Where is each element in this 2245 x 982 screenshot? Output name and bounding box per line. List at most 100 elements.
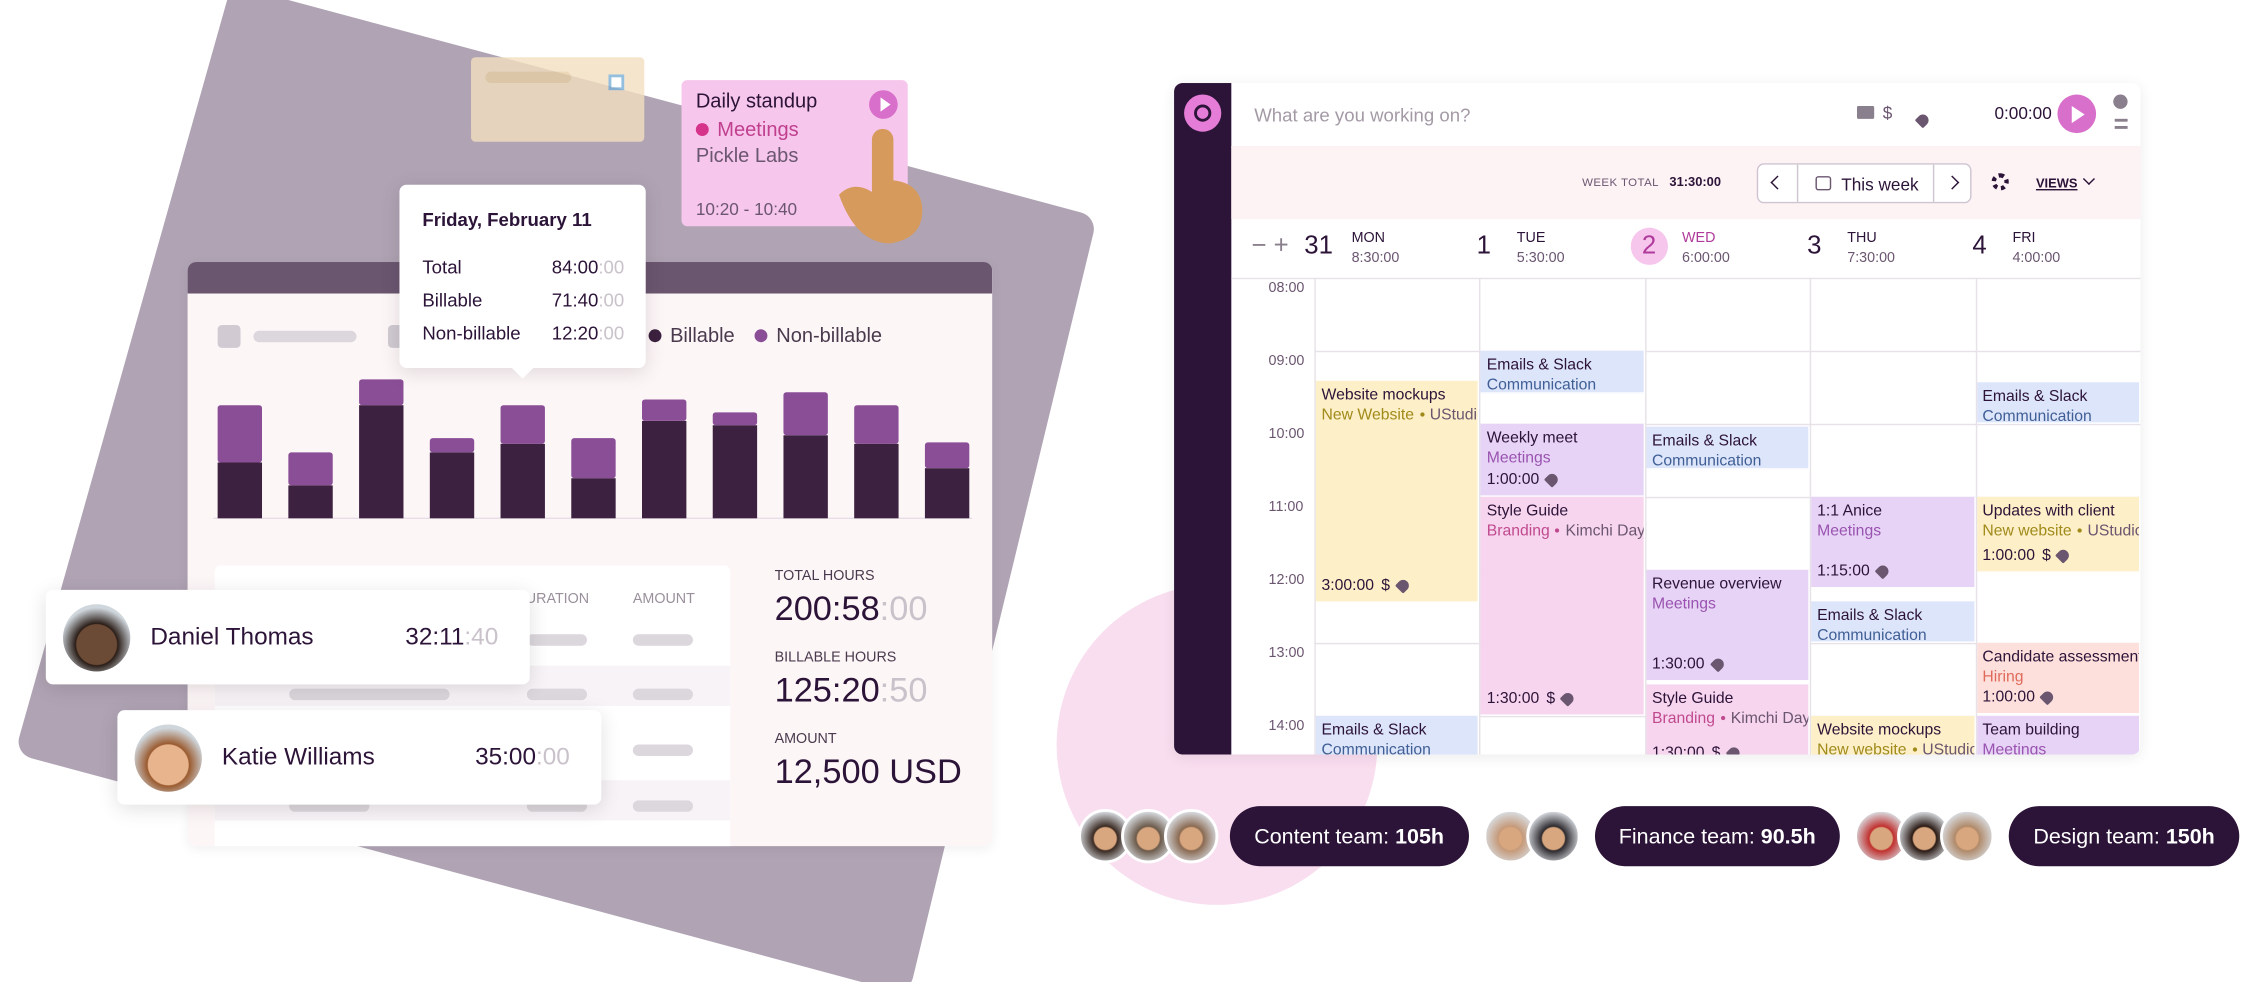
bar-segment xyxy=(783,392,828,436)
stat-main: 12,500 USD xyxy=(774,753,962,792)
column-line xyxy=(1644,277,1647,755)
event-project: Communication xyxy=(1817,626,1968,641)
project-name: Meetings xyxy=(1982,741,2047,755)
event-project: New website UStudio xyxy=(1982,521,2139,541)
person-time: 35:00:00 xyxy=(475,743,570,772)
legend-swatch xyxy=(754,328,768,342)
avatar xyxy=(1164,808,1219,864)
event[interactable]: Updates with client New website UStudio 1:0… xyxy=(1976,496,2141,573)
event-footer: 1:00:00 xyxy=(1982,687,2056,707)
row-label: Non-billable xyxy=(422,322,521,344)
column-line xyxy=(1810,277,1812,755)
event-title: Emails & Slack xyxy=(1486,356,1592,374)
event-title: Candidate assessment xyxy=(1982,648,2141,666)
standup-project: Meetings xyxy=(695,117,799,140)
standup-card: Daily standup Meetings Pickle Labs 10:20… xyxy=(681,80,908,227)
settings-icon[interactable] xyxy=(1991,173,2009,191)
team-pill: Content team: 105h xyxy=(1229,806,1469,867)
tooltip-row: Total 84:00:00 xyxy=(422,256,624,289)
zoom-controls[interactable]: − + xyxy=(1251,230,1289,260)
project-name: Meetings xyxy=(1651,595,1716,613)
day-total: 4:00:00 xyxy=(2012,250,2061,267)
event-title: Website mockups xyxy=(1817,721,1942,739)
legend: Billable Non-billable xyxy=(648,323,882,347)
event[interactable]: Website mockups New website UStudio xyxy=(1811,715,1976,755)
separator-dot xyxy=(1419,411,1425,417)
tooltip-rows: Total 84:00:00 Billable 71:40:00 Non-billabl… xyxy=(422,256,624,355)
bar-segment xyxy=(642,420,687,519)
legend-label: Billable xyxy=(670,323,735,347)
calendar: What are you working on? $ 0:00:00 WEEK … xyxy=(1174,83,2141,755)
calendar-grid: 08:00 09:00 10:00 11:00 12:00 13:00 14:00 Websi… xyxy=(1231,277,2141,755)
event-title: Emails & Slack xyxy=(1321,721,1427,739)
event[interactable]: Emails & Slack Communication xyxy=(1480,350,1645,394)
billable-sign: $ xyxy=(1546,690,1556,708)
stat-main: 125:20 xyxy=(774,671,880,711)
event-title: Website mockups xyxy=(1321,386,1446,404)
event-title: Updates with client xyxy=(1982,502,2115,520)
event-project: Communication xyxy=(1487,375,1638,393)
tag-icon xyxy=(1544,471,1561,488)
time-seconds: :00 xyxy=(598,289,625,311)
bar-segment xyxy=(571,478,616,519)
team-pill: Finance team: 90.5h xyxy=(1594,806,1841,867)
event-footer: 1:15:00 xyxy=(1817,561,1891,581)
day-name: FRI xyxy=(2012,230,2036,247)
event[interactable]: Style Guide Branding Kimchi Days 1:30:00 $ xyxy=(1480,496,1645,716)
views-button[interactable]: VIEWS xyxy=(2035,176,2078,191)
event-project: Communication xyxy=(1322,740,1473,755)
play-button[interactable] xyxy=(869,90,898,119)
bar-segment xyxy=(500,443,545,519)
project-name: Hiring xyxy=(1982,668,2024,686)
event[interactable]: Emails & Slack Communication xyxy=(1646,426,1811,470)
event[interactable]: Revenue overview Meetings 1:30:00 xyxy=(1646,569,1811,682)
avatar xyxy=(1525,808,1581,864)
bar-segment xyxy=(217,405,263,463)
hour-line xyxy=(1314,496,2141,499)
event-title: Revenue overview xyxy=(1651,575,1782,593)
timer-input[interactable]: What are you working on? xyxy=(1254,104,1471,126)
row-time: 71:40:00 xyxy=(552,289,624,322)
event-duration: 1:00:00 xyxy=(1982,546,2035,565)
column-line xyxy=(1975,277,1977,755)
avatar-group xyxy=(1482,808,1581,864)
event-project: Meetings xyxy=(1652,594,1803,614)
stat-label: TOTAL HOURS xyxy=(774,568,875,585)
stat: AMOUNT 12,500 USD xyxy=(775,732,962,794)
event[interactable]: Website mockups New Website UStudio 3:00:00… xyxy=(1315,380,1480,603)
tooltip: Friday, February 11 Total 84:00:00 Billabl… xyxy=(399,184,646,379)
person-name: Daniel Thomas xyxy=(150,622,314,651)
event[interactable]: Emails & Slack Communication xyxy=(1976,382,2141,424)
row-label: Total xyxy=(422,256,462,278)
event-footer: 1:30:00 $ xyxy=(1487,689,1577,709)
stat-seconds: :00 xyxy=(879,589,928,629)
event[interactable]: Team building Meetings xyxy=(1976,715,2141,755)
event-duration: 1:30:00 xyxy=(1651,655,1705,673)
billable-sign: $ xyxy=(1711,744,1721,755)
bar-segment xyxy=(288,452,333,486)
event[interactable]: Candidate assessment Hiring 1:00:00 xyxy=(1976,642,2141,715)
bar-segment xyxy=(712,412,758,426)
avatar xyxy=(1940,808,1995,864)
event[interactable]: Emails & Slack Communication xyxy=(1811,601,1976,643)
hour-line xyxy=(1314,423,2141,426)
event-title: Style Guide xyxy=(1651,690,1734,708)
event[interactable]: 1:1 Anice Meetings 1:15:00 xyxy=(1811,496,1976,589)
stat-value: 12,500 USD xyxy=(775,753,962,793)
clock-icon[interactable] xyxy=(2113,94,2128,109)
day-date: 2 xyxy=(1641,230,1657,260)
folder-icon[interactable] xyxy=(1856,105,1875,119)
event[interactable]: Style Guide Branding Kimchi Days 1:30:00 $ xyxy=(1646,684,1811,755)
team-name: Finance team: xyxy=(1618,823,1761,849)
event[interactable]: Weekly meet Meetings 1:00:00 xyxy=(1480,423,1645,497)
stat-label: AMOUNT xyxy=(774,731,837,748)
billable-toggle[interactable]: $ xyxy=(1882,103,1893,124)
separator-dot xyxy=(2077,527,2082,533)
week-picker[interactable]: This week xyxy=(1756,163,1972,204)
tag-icon xyxy=(1725,745,1742,755)
avatar xyxy=(62,604,131,672)
week-range[interactable]: This week xyxy=(1841,174,1919,195)
list-icon[interactable] xyxy=(2114,118,2128,129)
start-button[interactable] xyxy=(2057,94,2097,134)
event[interactable]: Emails & Slack Communication xyxy=(1315,715,1480,755)
